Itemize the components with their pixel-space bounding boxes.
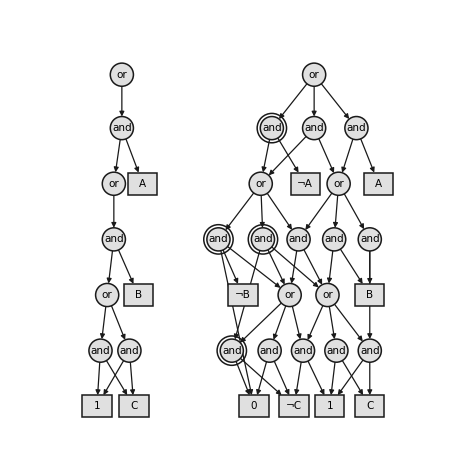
Text: or: or [322, 290, 333, 300]
Text: 1: 1 [327, 401, 333, 411]
Circle shape [89, 339, 112, 362]
Text: and: and [360, 234, 380, 245]
Text: or: or [117, 70, 127, 80]
Text: and: and [327, 346, 346, 356]
Circle shape [110, 117, 133, 140]
Text: and: and [104, 234, 124, 245]
Text: and: and [222, 346, 242, 356]
Text: and: and [112, 123, 132, 133]
FancyBboxPatch shape [364, 173, 393, 195]
Circle shape [302, 117, 326, 140]
FancyBboxPatch shape [355, 395, 384, 418]
FancyBboxPatch shape [315, 395, 345, 418]
Circle shape [102, 172, 126, 195]
Text: A: A [139, 179, 146, 189]
Circle shape [278, 283, 301, 307]
Circle shape [358, 228, 382, 251]
Text: B: B [366, 290, 374, 300]
Circle shape [302, 63, 326, 86]
FancyBboxPatch shape [355, 284, 384, 306]
Circle shape [251, 228, 274, 251]
Text: and: and [209, 234, 228, 245]
Text: and: and [304, 123, 324, 133]
Circle shape [260, 117, 283, 140]
Circle shape [287, 228, 310, 251]
Text: and: and [324, 234, 344, 245]
Text: or: or [109, 179, 119, 189]
Text: and: and [91, 346, 110, 356]
Circle shape [345, 117, 368, 140]
Circle shape [325, 339, 348, 362]
Text: or: or [102, 290, 112, 300]
FancyBboxPatch shape [279, 395, 309, 418]
Text: ¬B: ¬B [235, 290, 251, 300]
Circle shape [102, 228, 126, 251]
Text: and: and [360, 346, 380, 356]
Text: and: and [262, 123, 282, 133]
Text: 0: 0 [251, 401, 257, 411]
Circle shape [118, 339, 141, 362]
Text: and: and [289, 234, 309, 245]
Text: and: and [119, 346, 139, 356]
Text: or: or [284, 290, 295, 300]
FancyBboxPatch shape [228, 284, 257, 306]
Circle shape [249, 172, 272, 195]
FancyBboxPatch shape [82, 395, 111, 418]
Text: or: or [309, 70, 319, 80]
FancyBboxPatch shape [119, 395, 148, 418]
Circle shape [316, 283, 339, 307]
Text: or: or [333, 179, 344, 189]
Circle shape [110, 63, 133, 86]
Text: ¬C: ¬C [286, 401, 302, 411]
Text: and: and [253, 234, 273, 245]
Circle shape [96, 283, 119, 307]
Text: B: B [135, 290, 142, 300]
Text: and: and [260, 346, 280, 356]
Circle shape [220, 339, 243, 362]
Circle shape [323, 228, 346, 251]
Text: C: C [130, 401, 137, 411]
Text: and: and [346, 123, 366, 133]
FancyBboxPatch shape [291, 173, 320, 195]
Text: 1: 1 [94, 401, 100, 411]
Text: A: A [375, 179, 382, 189]
Circle shape [327, 172, 350, 195]
Text: or: or [255, 179, 266, 189]
Circle shape [358, 339, 382, 362]
Circle shape [258, 339, 281, 362]
FancyBboxPatch shape [239, 395, 269, 418]
FancyBboxPatch shape [128, 173, 157, 195]
Text: ¬A: ¬A [297, 179, 313, 189]
Text: C: C [366, 401, 374, 411]
Circle shape [207, 228, 230, 251]
Text: and: and [293, 346, 313, 356]
FancyBboxPatch shape [124, 284, 153, 306]
Circle shape [292, 339, 315, 362]
